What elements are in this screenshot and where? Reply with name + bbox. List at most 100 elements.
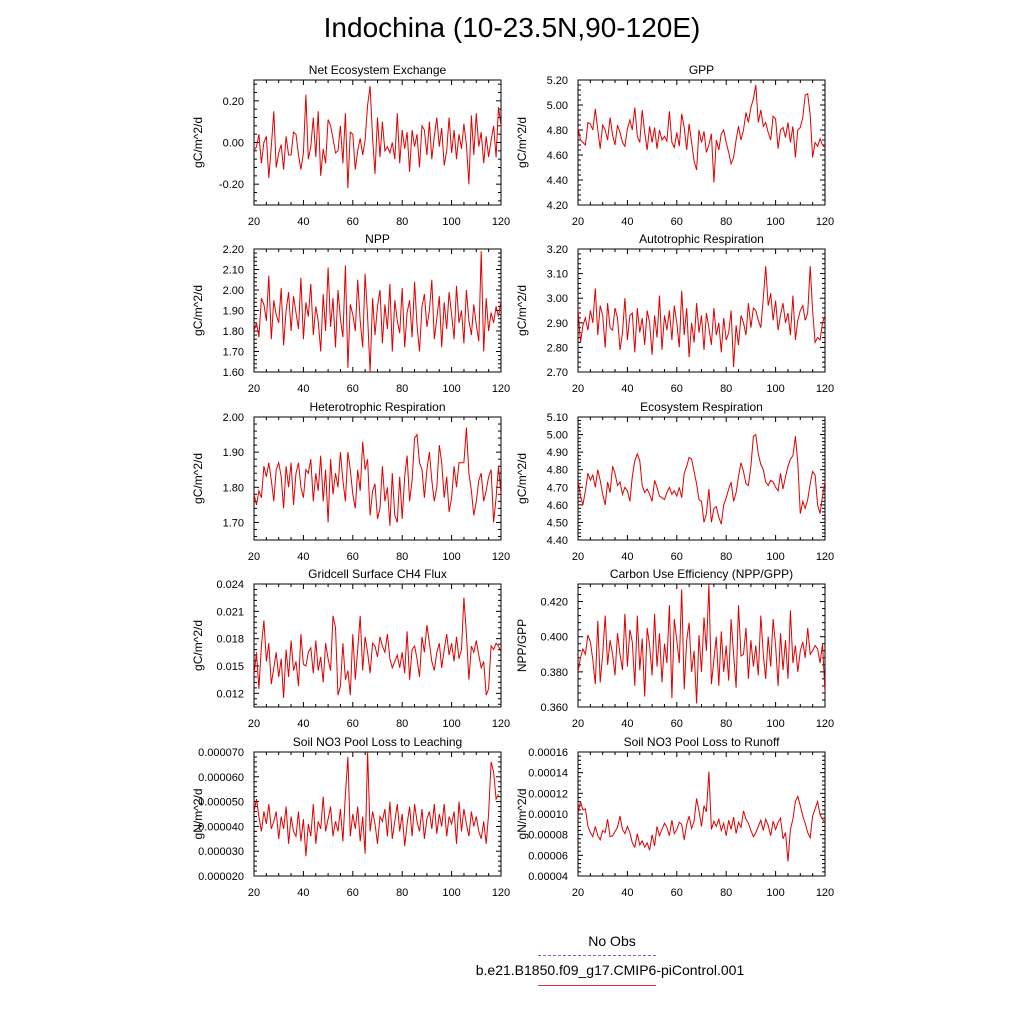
x-tick-label: 60: [347, 718, 359, 730]
chart-panel: Ecosystem Respiration gC/m^2/d 20 40 60 80 100…: [515, 400, 834, 563]
x-tick-label: 120: [492, 383, 510, 395]
x-tick-label: 60: [347, 551, 359, 563]
y-tick-label: 0.018: [216, 634, 244, 646]
x-tick-label: 80: [396, 216, 408, 228]
x-tick-label: 100: [766, 383, 784, 395]
x-tick-label: 40: [621, 887, 633, 899]
y-tick-label: 4.40: [547, 535, 568, 547]
y-axis-label: gC/m^2/d: [191, 117, 205, 168]
plot-frame: [577, 416, 826, 541]
x-tick-label: 20: [248, 887, 260, 899]
x-tick-label: 100: [766, 216, 784, 228]
x-tick-label: 60: [671, 216, 683, 228]
x-tick-label: 60: [671, 718, 683, 730]
y-tick-label: 1.60: [223, 367, 244, 379]
legend-obs-label: No Obs: [588, 933, 636, 949]
x-tick-label: 20: [248, 718, 260, 730]
y-tick-label: 5.00: [547, 430, 568, 442]
y-tick-label: 0.00014: [528, 768, 568, 780]
plot-frame: [577, 583, 826, 708]
y-tick-label: 1.80: [223, 326, 244, 338]
x-tick-label: 20: [248, 551, 260, 563]
page-title: Indochina (10-23.5N,90-120E): [323, 12, 701, 43]
y-tick-label: 4.80: [547, 465, 568, 477]
y-tick-label: 0.000040: [198, 821, 244, 833]
y-tick-label: 0.00006: [528, 850, 568, 862]
chart-panel: Autotrophic Respiration gC/m^2/d 20 40 60 80 1…: [515, 232, 834, 395]
y-tick-label: 4.50: [547, 517, 568, 529]
x-tick-label: 80: [396, 383, 408, 395]
series-line: [254, 86, 501, 189]
y-tick-label: 0.00: [223, 138, 244, 150]
x-tick-label: 40: [297, 887, 309, 899]
y-tick-label: 3.20: [547, 244, 568, 256]
x-tick-label: 40: [297, 551, 309, 563]
y-axis-label: gC/m^2/d: [515, 453, 529, 504]
series-line: [578, 84, 825, 183]
legend-model-label: b.e21.B1850.f09_g17.CMIP6-piControl.001: [475, 962, 745, 978]
x-tick-label: 120: [492, 551, 510, 563]
y-tick-label: 4.90: [547, 447, 568, 459]
chart-panel: NPP gC/m^2/d 20 40 60 80 100 120 1.60 1.70 1.80 1.9…: [191, 232, 510, 395]
y-tick-label: 0.400: [540, 632, 568, 644]
x-tick-label: 40: [621, 216, 633, 228]
x-tick-label: 100: [442, 551, 460, 563]
chart-panel: Soil NO3 Pool Loss to Leaching gN/m^2/d 20…: [191, 735, 510, 899]
y-tick-label: 0.00012: [528, 788, 568, 800]
x-tick-label: 20: [572, 718, 584, 730]
y-tick-label: 1.90: [223, 306, 244, 318]
y-tick-label: 0.021: [216, 606, 244, 618]
y-tick-label: 0.360: [540, 702, 568, 714]
x-tick-label: 80: [396, 887, 408, 899]
y-tick-label: 5.00: [547, 100, 568, 112]
x-tick-label: 100: [766, 887, 784, 899]
x-tick-label: 100: [766, 551, 784, 563]
y-tick-label: 1.80: [223, 482, 244, 494]
chart-panel: GPP gC/m^2/d 20 40 60 80 100 120 4.20 4.40 4.60 4.8…: [515, 63, 834, 228]
chart-title: Heterotrophic Respiration: [309, 400, 445, 414]
y-tick-label: 4.80: [547, 125, 568, 137]
plot-frame: [253, 416, 502, 541]
chart-title: Carbon Use Efficiency (NPP/GPP): [610, 567, 793, 581]
y-tick-label: 3.00: [547, 293, 568, 305]
series-line: [254, 427, 501, 526]
x-tick-label: 120: [816, 718, 834, 730]
y-tick-label: 2.10: [223, 265, 244, 277]
y-tick-label: 0.00008: [528, 830, 568, 842]
x-tick-label: 120: [816, 551, 834, 563]
y-axis-label: gC/m^2/d: [191, 453, 205, 504]
y-tick-label: 4.60: [547, 150, 568, 162]
plot-frame: [253, 751, 502, 877]
y-tick-label: 1.70: [223, 517, 244, 529]
chart-title: GPP: [689, 63, 714, 77]
y-tick-label: 4.60: [547, 500, 568, 512]
y-tick-label: 0.000050: [198, 797, 244, 809]
y-axis-label: NPP/GPP: [515, 619, 529, 672]
x-tick-label: 20: [572, 216, 584, 228]
y-tick-label: 0.000020: [198, 871, 244, 883]
y-tick-label: 0.00010: [528, 809, 568, 821]
x-tick-label: 120: [816, 887, 834, 899]
x-tick-label: 60: [671, 383, 683, 395]
y-tick-label: 4.20: [547, 200, 568, 212]
x-tick-label: 80: [720, 718, 732, 730]
chart-title: Autotrophic Respiration: [639, 232, 764, 246]
y-tick-label: 3.10: [547, 269, 568, 281]
series-line: [254, 752, 499, 857]
x-tick-label: 40: [621, 551, 633, 563]
x-tick-label: 40: [297, 216, 309, 228]
x-tick-label: 80: [720, 551, 732, 563]
x-tick-label: 80: [720, 383, 732, 395]
y-tick-label: 4.70: [547, 482, 568, 494]
chart-title: Soil NO3 Pool Loss to Leaching: [293, 735, 462, 749]
y-tick-label: 2.70: [547, 367, 568, 379]
x-tick-label: 120: [492, 718, 510, 730]
chart-panel: Carbon Use Efficiency (NPP/GPP) NPP/GPP 20…: [515, 567, 834, 730]
y-axis-label: gN/m^2/d: [515, 789, 529, 840]
chart-title: NPP: [365, 232, 390, 246]
x-tick-label: 40: [297, 383, 309, 395]
y-tick-label: 0.380: [540, 667, 568, 679]
x-tick-label: 100: [442, 216, 460, 228]
x-tick-label: 100: [442, 887, 460, 899]
y-axis-label: gN/m^2/d: [191, 789, 205, 840]
